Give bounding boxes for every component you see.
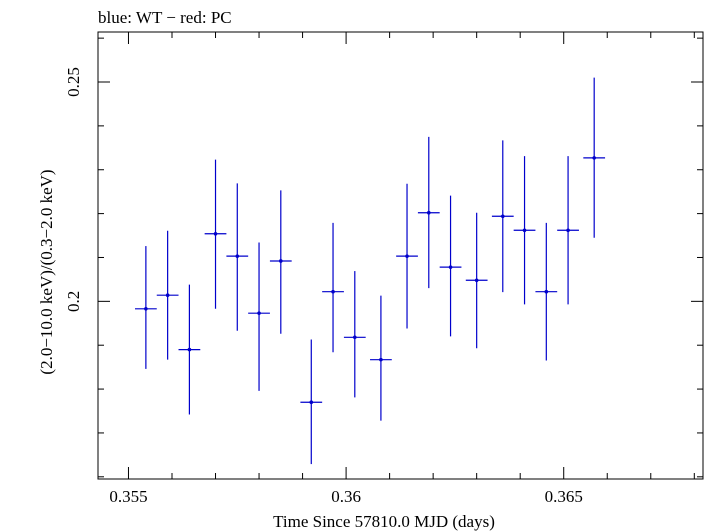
data-marker (213, 231, 218, 236)
data-marker (474, 278, 479, 283)
x-axis-ticks (127, 32, 695, 479)
data-point (370, 295, 392, 421)
data-marker (187, 347, 192, 352)
data-point (178, 284, 201, 415)
x-axis-label: Time Since 57810.0 MJD (days) (273, 512, 495, 531)
data-marker (309, 400, 314, 405)
data-marker (165, 293, 170, 297)
x-tick-label: 0.36 (331, 487, 361, 506)
y-axis-label: (2.0−10.0 keV)/(0.3−2.0 keV) (37, 169, 56, 374)
data-marker (144, 306, 148, 311)
data-point (204, 159, 227, 309)
data-marker (544, 289, 549, 294)
data-point (513, 156, 536, 305)
data-point (248, 242, 270, 391)
data-marker (500, 214, 505, 219)
data-point (535, 222, 558, 361)
y-axis-ticks (98, 37, 703, 478)
data-point (134, 246, 157, 369)
data-marker (566, 228, 570, 233)
data-marker (592, 156, 596, 160)
data-marker (279, 259, 283, 263)
data-marker (522, 228, 527, 233)
data-marker (448, 265, 453, 269)
y-tick-label: 0.2 (64, 291, 83, 312)
data-point (226, 183, 249, 331)
data-marker (257, 311, 261, 315)
data-point (491, 140, 514, 293)
data-point (583, 77, 606, 238)
data-point (322, 222, 344, 353)
data-series (134, 77, 606, 465)
data-marker (379, 357, 383, 362)
y-axis-tick-labels: 0.2 0.25 (64, 67, 83, 312)
data-point (156, 230, 179, 360)
data-marker (426, 210, 431, 215)
data-marker (331, 289, 335, 294)
x-tick-label: 0.365 (545, 487, 583, 506)
y-tick-label: 0.25 (64, 67, 83, 97)
data-point (439, 195, 462, 337)
x-tick-label: 0.355 (109, 487, 147, 506)
data-marker (235, 254, 240, 258)
data-point (269, 190, 292, 334)
plot-frame (97, 31, 704, 480)
x-axis-tick-labels: 0.355 0.36 0.365 (109, 487, 583, 506)
data-marker (352, 335, 357, 340)
data-point (343, 271, 366, 398)
data-marker (405, 254, 409, 258)
data-point (300, 339, 323, 465)
data-point (557, 156, 579, 305)
chart-title: blue: WT − red: PC (98, 8, 232, 27)
data-point (465, 212, 488, 349)
data-point (417, 136, 440, 289)
data-point (396, 183, 418, 329)
